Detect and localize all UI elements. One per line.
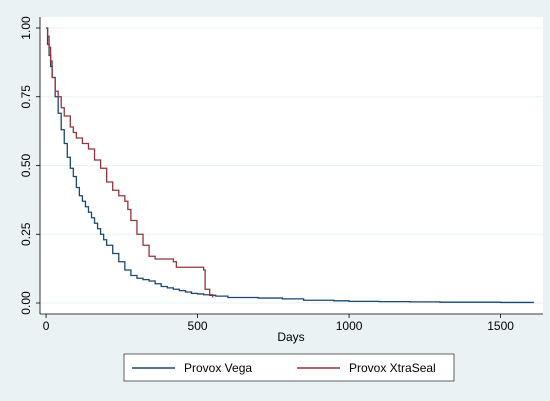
y-tick-label: 0.25	[19, 222, 33, 246]
series-group	[46, 27, 534, 304]
legend: Provox Vega Provox XtraSeal	[123, 353, 455, 382]
x-axis-label: Days	[277, 330, 304, 344]
x-tick-label: 1500	[487, 319, 514, 333]
legend-label-provox-xtraseal: Provox XtraSeal	[349, 361, 436, 375]
x-tick-label: 0	[43, 319, 50, 333]
y-tick-label: 0.50	[19, 153, 33, 177]
x-tick-label: 1000	[336, 319, 363, 333]
legend-box	[123, 353, 455, 382]
axes: 0.00 0.25 0.50 0.75 1.00 0 500 1000 1500	[19, 16, 543, 333]
series-line-provox-xtraseal	[46, 27, 214, 298]
y-tick-label: 0.75	[19, 85, 33, 109]
series-line-provox-vega	[46, 27, 534, 304]
legend-label-provox-vega: Provox Vega	[184, 361, 252, 375]
y-tick-label: 0.00	[19, 291, 33, 315]
x-tick-label: 500	[188, 319, 208, 333]
grid-lines	[40, 27, 543, 304]
y-tick-label: 1.00	[19, 16, 33, 40]
